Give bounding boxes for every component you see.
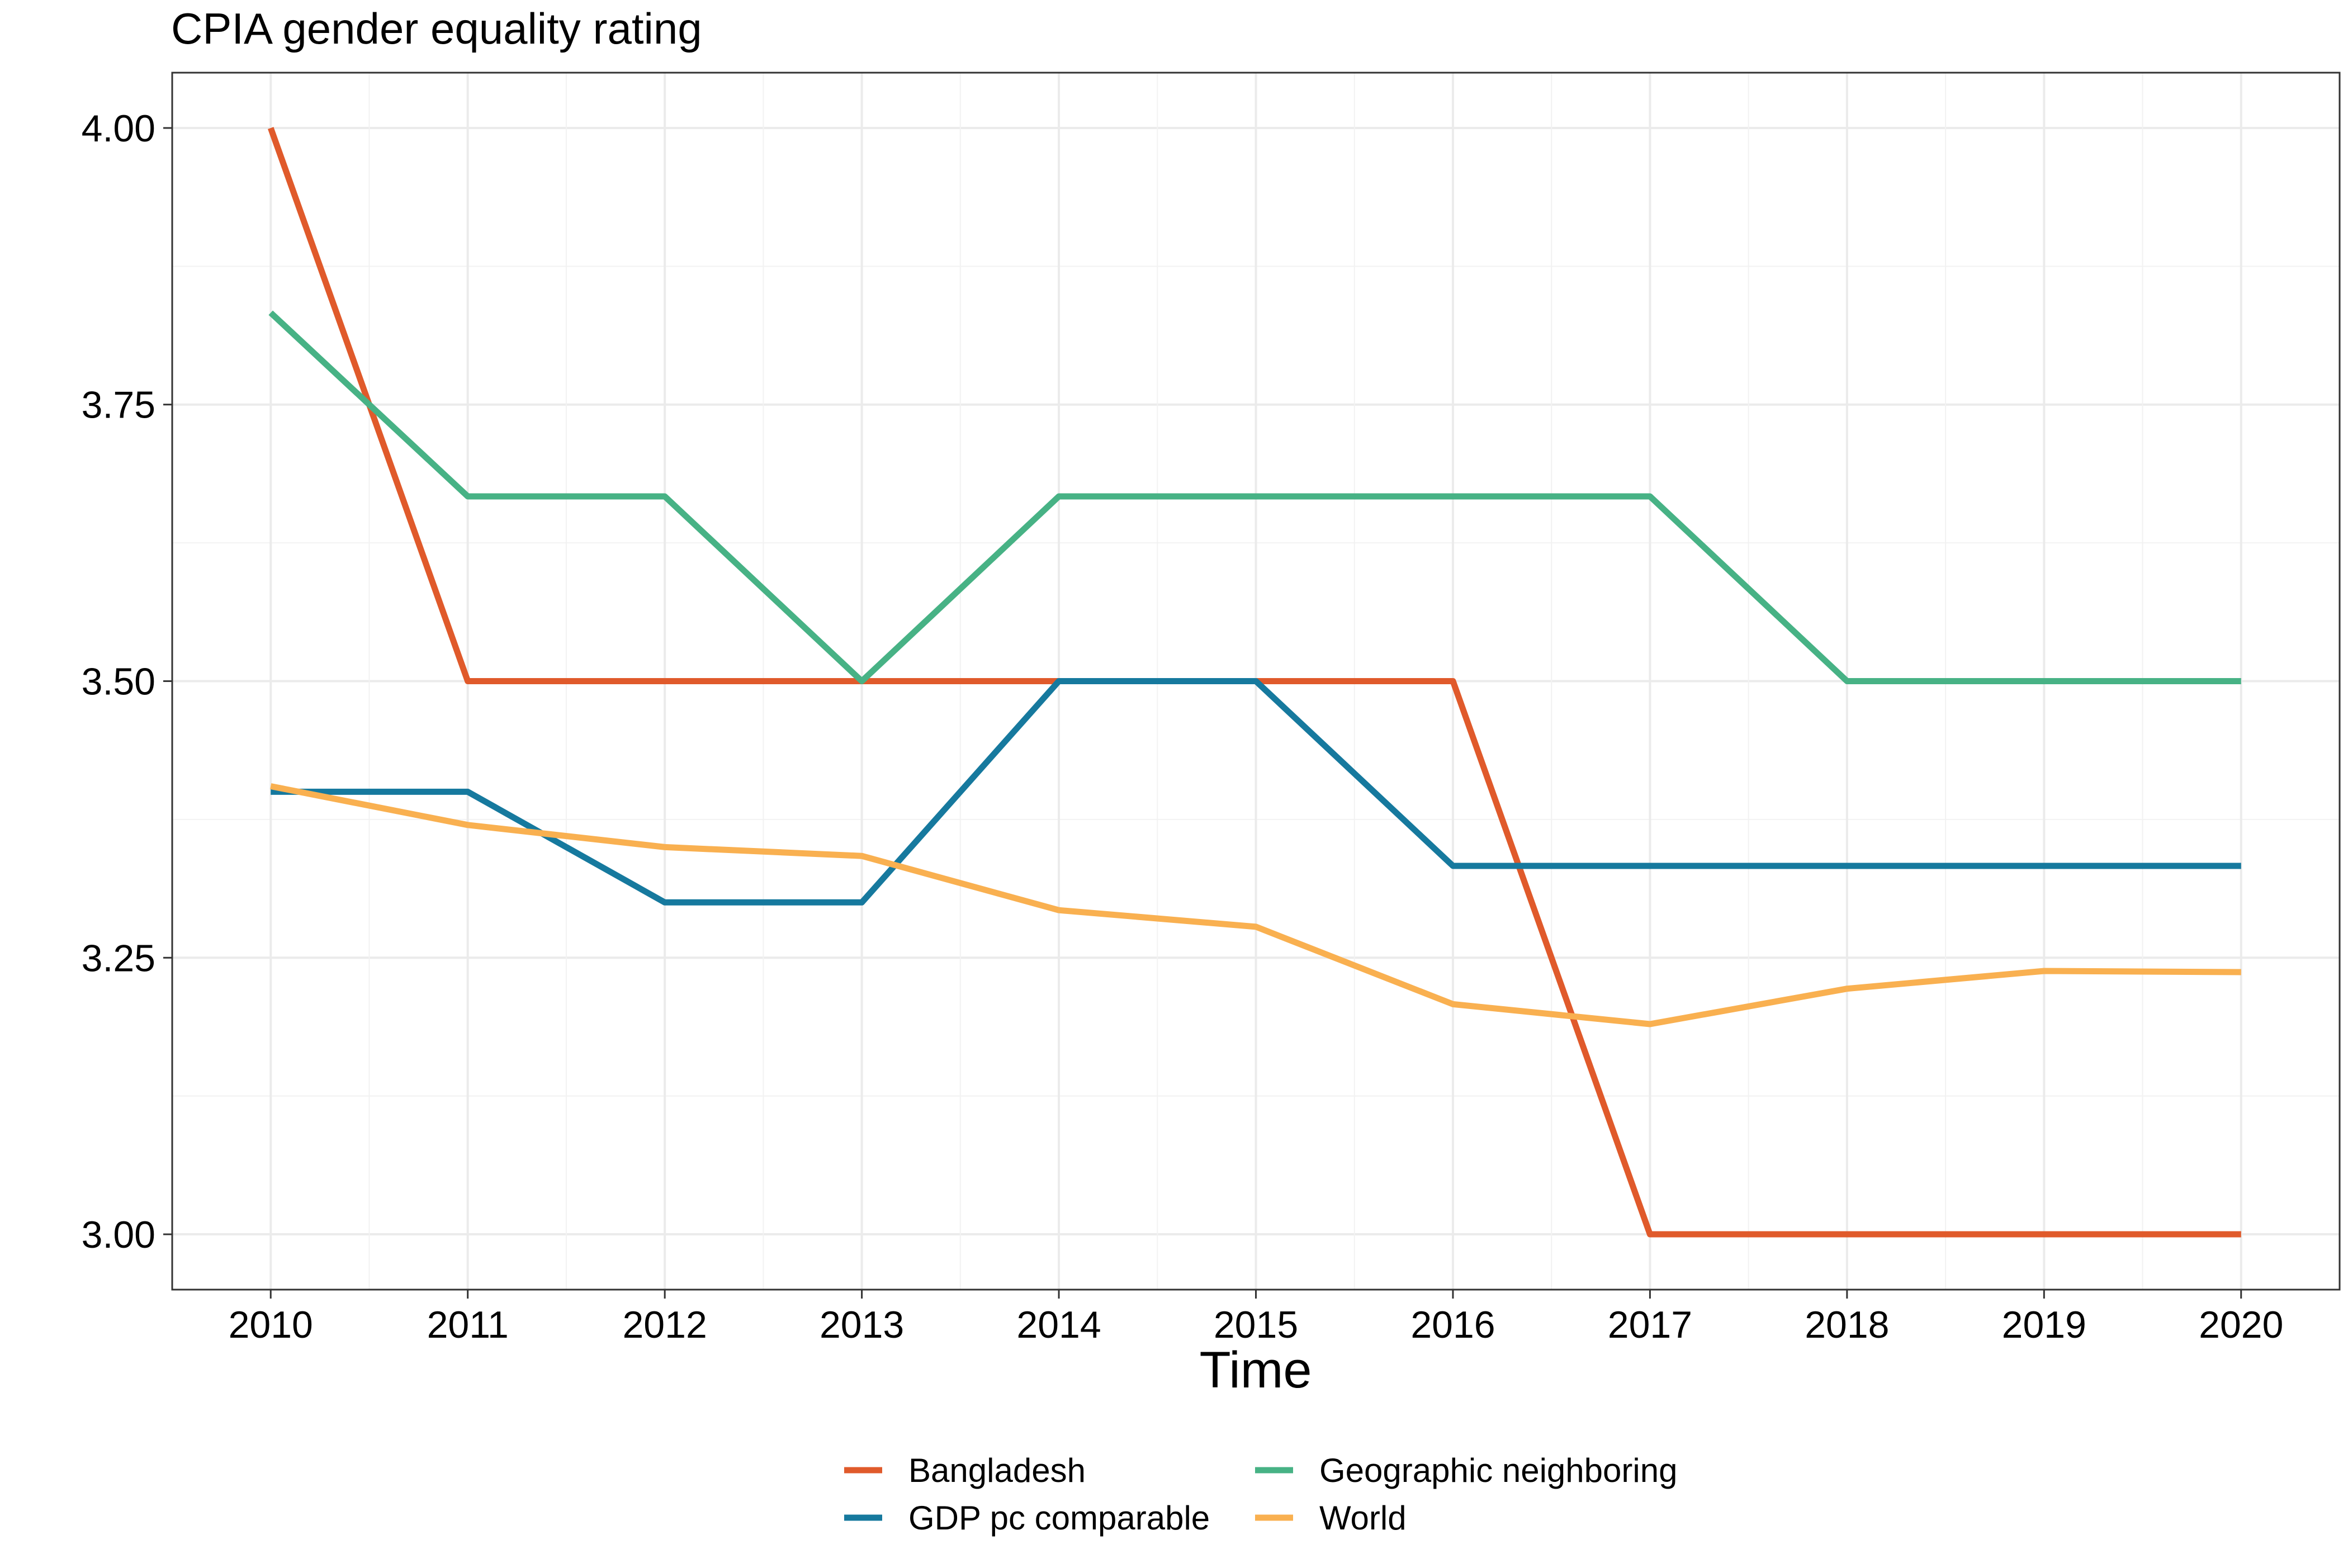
- x-tick-label: 2015: [1214, 1304, 1298, 1346]
- x-tick-label: 2018: [1805, 1304, 1889, 1346]
- x-tick-label: 2017: [1608, 1304, 1692, 1346]
- legend-label: World: [1319, 1499, 1407, 1537]
- legend-label: Bangladesh: [908, 1452, 1086, 1489]
- x-tick-label: 2016: [1410, 1304, 1495, 1346]
- x-tick-label: 2011: [427, 1304, 509, 1346]
- y-tick-label: 4.00: [82, 107, 155, 150]
- chart-title: CPIA gender equality rating: [171, 4, 702, 53]
- legend: Bangladesh GDP pc comparable Geographic ne…: [844, 1452, 1677, 1537]
- y-tick-label: 3.50: [82, 661, 155, 703]
- legend-label: Geographic neighboring: [1319, 1452, 1677, 1489]
- y-axis: 3.00 3.25 3.50 3.75 4.00: [82, 107, 172, 1256]
- x-tick-label: 2012: [622, 1304, 707, 1346]
- y-tick-label: 3.00: [82, 1214, 155, 1256]
- series-line-4: [270, 783, 2241, 1027]
- x-axis-title: Time: [1199, 1342, 1312, 1399]
- x-tick-label: 2010: [229, 1304, 313, 1346]
- series-lines: [268, 127, 2241, 1238]
- series-line-2: [271, 678, 2241, 906]
- x-axis: 2010 2011 2012 2013 2014 2015 2016 2017 2018 2019…: [229, 1290, 2283, 1346]
- x-tick-label: 2014: [1016, 1304, 1101, 1346]
- y-tick-label: 3.25: [82, 937, 155, 979]
- x-tick-label: 2020: [2199, 1304, 2283, 1346]
- series-line-3: [268, 310, 2241, 684]
- x-tick-label: 2013: [820, 1304, 904, 1346]
- y-tick-label: 3.75: [82, 384, 155, 427]
- x-tick-label: 2019: [2002, 1304, 2086, 1346]
- legend-label: GDP pc comparable: [908, 1499, 1210, 1537]
